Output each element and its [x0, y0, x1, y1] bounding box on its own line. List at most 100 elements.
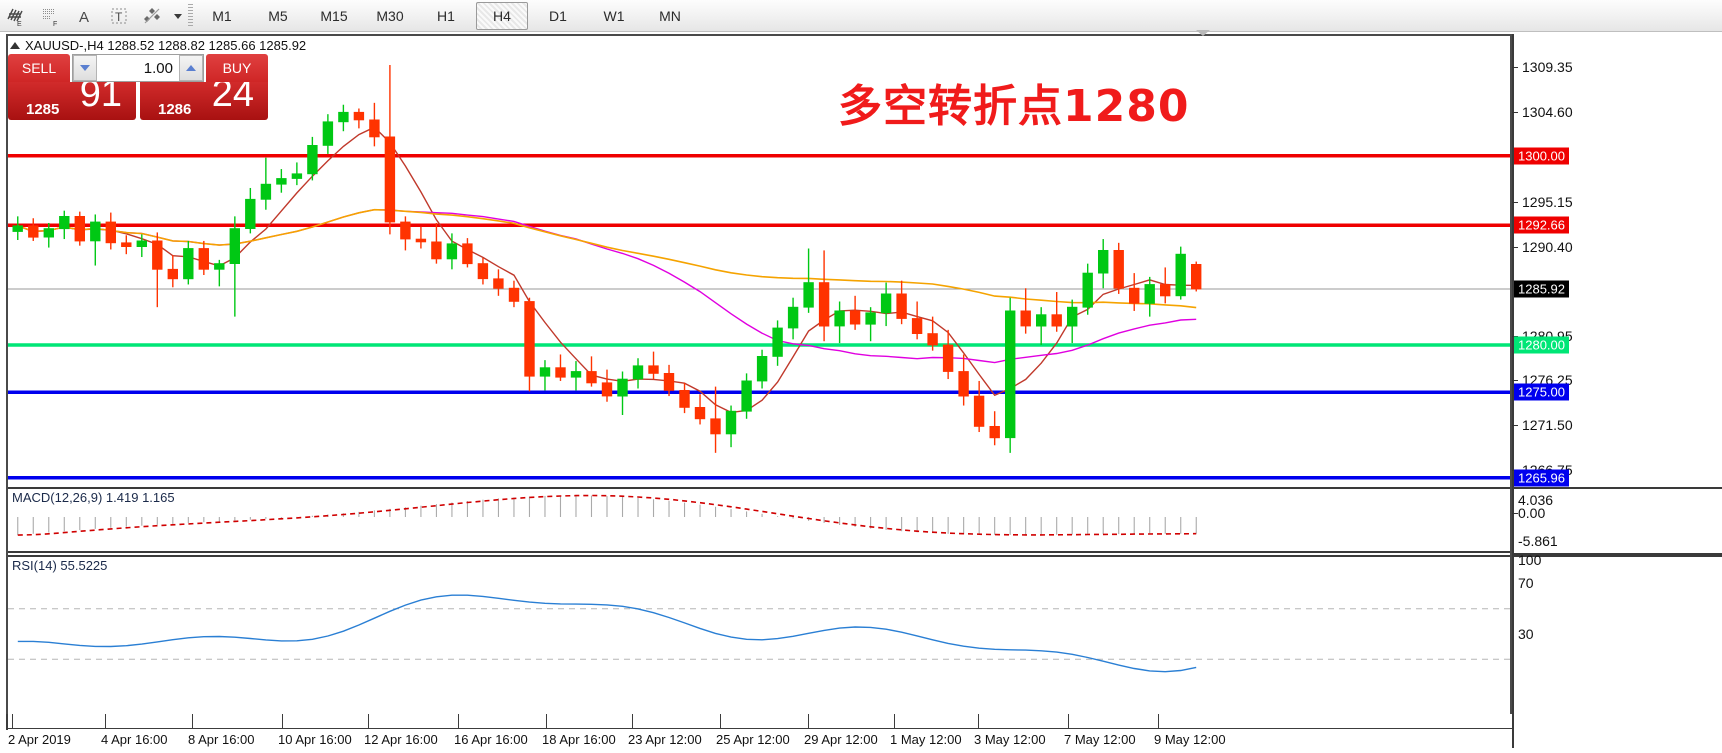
svg-text:E: E: [17, 21, 22, 27]
rsi-tick-label: 100: [1518, 552, 1542, 568]
buy-price-pips: 24: [211, 82, 254, 115]
timeframe-d1[interactable]: D1: [549, 7, 567, 24]
time-tick-label: 12 Apr 16:00: [364, 732, 438, 747]
time-tick: [894, 714, 895, 728]
timeframe-m30[interactable]: M30: [376, 7, 404, 24]
price-tick: [1512, 67, 1518, 69]
timeframe-m5[interactable]: M5: [268, 7, 288, 24]
time-tick-label: 8 Apr 16:00: [188, 732, 255, 747]
oct-top-row: SELL 1.00 BUY: [8, 54, 268, 82]
time-tick-label: 9 May 12:00: [1154, 732, 1226, 747]
timeframe-h1[interactable]: H1: [437, 7, 455, 24]
time-tick-label: 10 Apr 16:00: [278, 732, 352, 747]
time-tick: [1068, 714, 1069, 728]
time-axis[interactable]: 2 Apr 2019 4 Apr 16:00 8 Apr 16:00 10 Apr 1…: [6, 714, 1512, 753]
rsi-canvas: [8, 594, 1510, 673]
price-scale[interactable]: 1309.351304.601295.151290.401280.951276.…: [1512, 34, 1722, 748]
volume-value[interactable]: 1.00: [143, 59, 173, 77]
volume-decrement-button[interactable]: [73, 55, 97, 81]
rsi-tick-label: 30: [1518, 626, 1534, 642]
time-tick: [458, 714, 459, 728]
price-tick-label: 1304.60: [1522, 104, 1573, 121]
price-tick: [1512, 246, 1518, 248]
time-tick: [105, 714, 106, 728]
buy-price-quote[interactable]: 1286 24: [140, 82, 268, 120]
time-tick: [808, 714, 809, 728]
svg-text:F: F: [53, 21, 57, 27]
time-tick-label: 1 May 12:00: [890, 732, 962, 747]
toolbar-separator: [186, 3, 194, 29]
price-tick: [1512, 380, 1518, 382]
time-tick: [978, 714, 979, 728]
time-tick-label: 16 Apr 16:00: [454, 732, 528, 747]
price-tick: [1512, 201, 1518, 203]
time-tick: [368, 714, 369, 728]
time-tick: [720, 714, 721, 728]
rsi-pane[interactable]: [8, 555, 1510, 711]
oct-price-row: 1285 91 1286 24: [8, 82, 268, 120]
price-level-tag[interactable]: 1300.00: [1514, 147, 1569, 165]
time-tick-label: 18 Apr 16:00: [542, 732, 616, 747]
objects-icon[interactable]: [136, 1, 170, 31]
text-label-icon[interactable]: A: [68, 1, 102, 31]
time-tick: [12, 714, 13, 728]
sell-price-quote[interactable]: 1285 91: [8, 82, 136, 120]
volume-increment-button[interactable]: [179, 55, 203, 81]
scale-separator: [1512, 487, 1722, 489]
macd-tick-label: -5.861: [1518, 533, 1558, 549]
svg-text:A: A: [79, 9, 89, 26]
price-level-tag[interactable]: 1265.96: [1514, 469, 1569, 487]
buy-price-integer: 1286: [158, 101, 192, 118]
timeframe-w1[interactable]: W1: [603, 7, 625, 24]
symbol-ohlc-text: XAUUSD-,H4 1288.52 1288.82 1285.66 1285.…: [25, 38, 307, 53]
macd-canvas: [17, 494, 1197, 536]
time-tick: [632, 714, 633, 728]
macd-tick-label: 4.036: [1518, 492, 1554, 508]
macd-pane[interactable]: [8, 487, 1510, 553]
time-axis-left-cap: [6, 714, 8, 730]
sell-button[interactable]: SELL: [8, 54, 70, 82]
time-tick: [282, 714, 283, 728]
timeframe-h4[interactable]: H4: [476, 1, 528, 30]
price-tick-label: 1271.50: [1522, 417, 1573, 434]
volume-input-group[interactable]: 1.00: [72, 54, 204, 82]
sell-price-pips: 91: [79, 82, 122, 115]
chart-scroll-marker: [1196, 30, 1210, 36]
chart-annotation-text: 多空转折点1280: [838, 81, 1190, 132]
timeframe-m15[interactable]: M15: [320, 7, 348, 24]
svg-text:T: T: [115, 10, 123, 24]
chevron-down-icon[interactable]: [170, 1, 186, 31]
price-tick: [1512, 425, 1518, 427]
price-tick-label: 1309.35: [1522, 59, 1573, 76]
sell-price-integer: 1285: [26, 101, 60, 118]
time-tick-label: 4 Apr 16:00: [101, 732, 168, 747]
indicators-icon[interactable]: E: [0, 1, 34, 31]
timeframe-m1[interactable]: M1: [212, 7, 232, 24]
price-tick: [1512, 112, 1518, 114]
price-tick-label: 1295.15: [1522, 193, 1573, 210]
candlestick-canvas: [8, 65, 1510, 480]
text-object-icon[interactable]: T: [102, 1, 136, 31]
one-click-trading-panel[interactable]: SELL 1.00 BUY 1285 91 1286 24: [8, 54, 268, 120]
price-level-tag[interactable]: 1280.00: [1514, 336, 1569, 354]
time-tick: [546, 714, 547, 728]
time-tick: [1158, 714, 1159, 728]
timeframe-mn[interactable]: MN: [659, 7, 681, 24]
macd-tick-label: 0.00: [1518, 505, 1546, 521]
price-level-tag[interactable]: 1275.00: [1514, 383, 1569, 401]
macd-tick: [1512, 513, 1518, 514]
buy-button[interactable]: BUY: [206, 54, 268, 82]
time-axis-line: [6, 728, 1512, 729]
crosshair-grid-icon[interactable]: F: [34, 1, 68, 31]
macd-label: MACD(12,26,9) 1.419 1.165: [12, 490, 175, 505]
chart-toolbar: E F: [0, 0, 1722, 32]
time-tick-label: 2 Apr 2019: [8, 732, 71, 747]
price-level-tag[interactable]: 1285.92: [1514, 280, 1569, 298]
scale-separator: [1512, 555, 1722, 557]
price-level-tag[interactable]: 1292.66: [1514, 216, 1569, 234]
collapse-triangle-icon[interactable]: [10, 42, 20, 49]
time-tick-label: 29 Apr 12:00: [804, 732, 878, 747]
time-tick-label: 25 Apr 12:00: [716, 732, 790, 747]
time-tick-label: 23 Apr 12:00: [628, 732, 702, 747]
